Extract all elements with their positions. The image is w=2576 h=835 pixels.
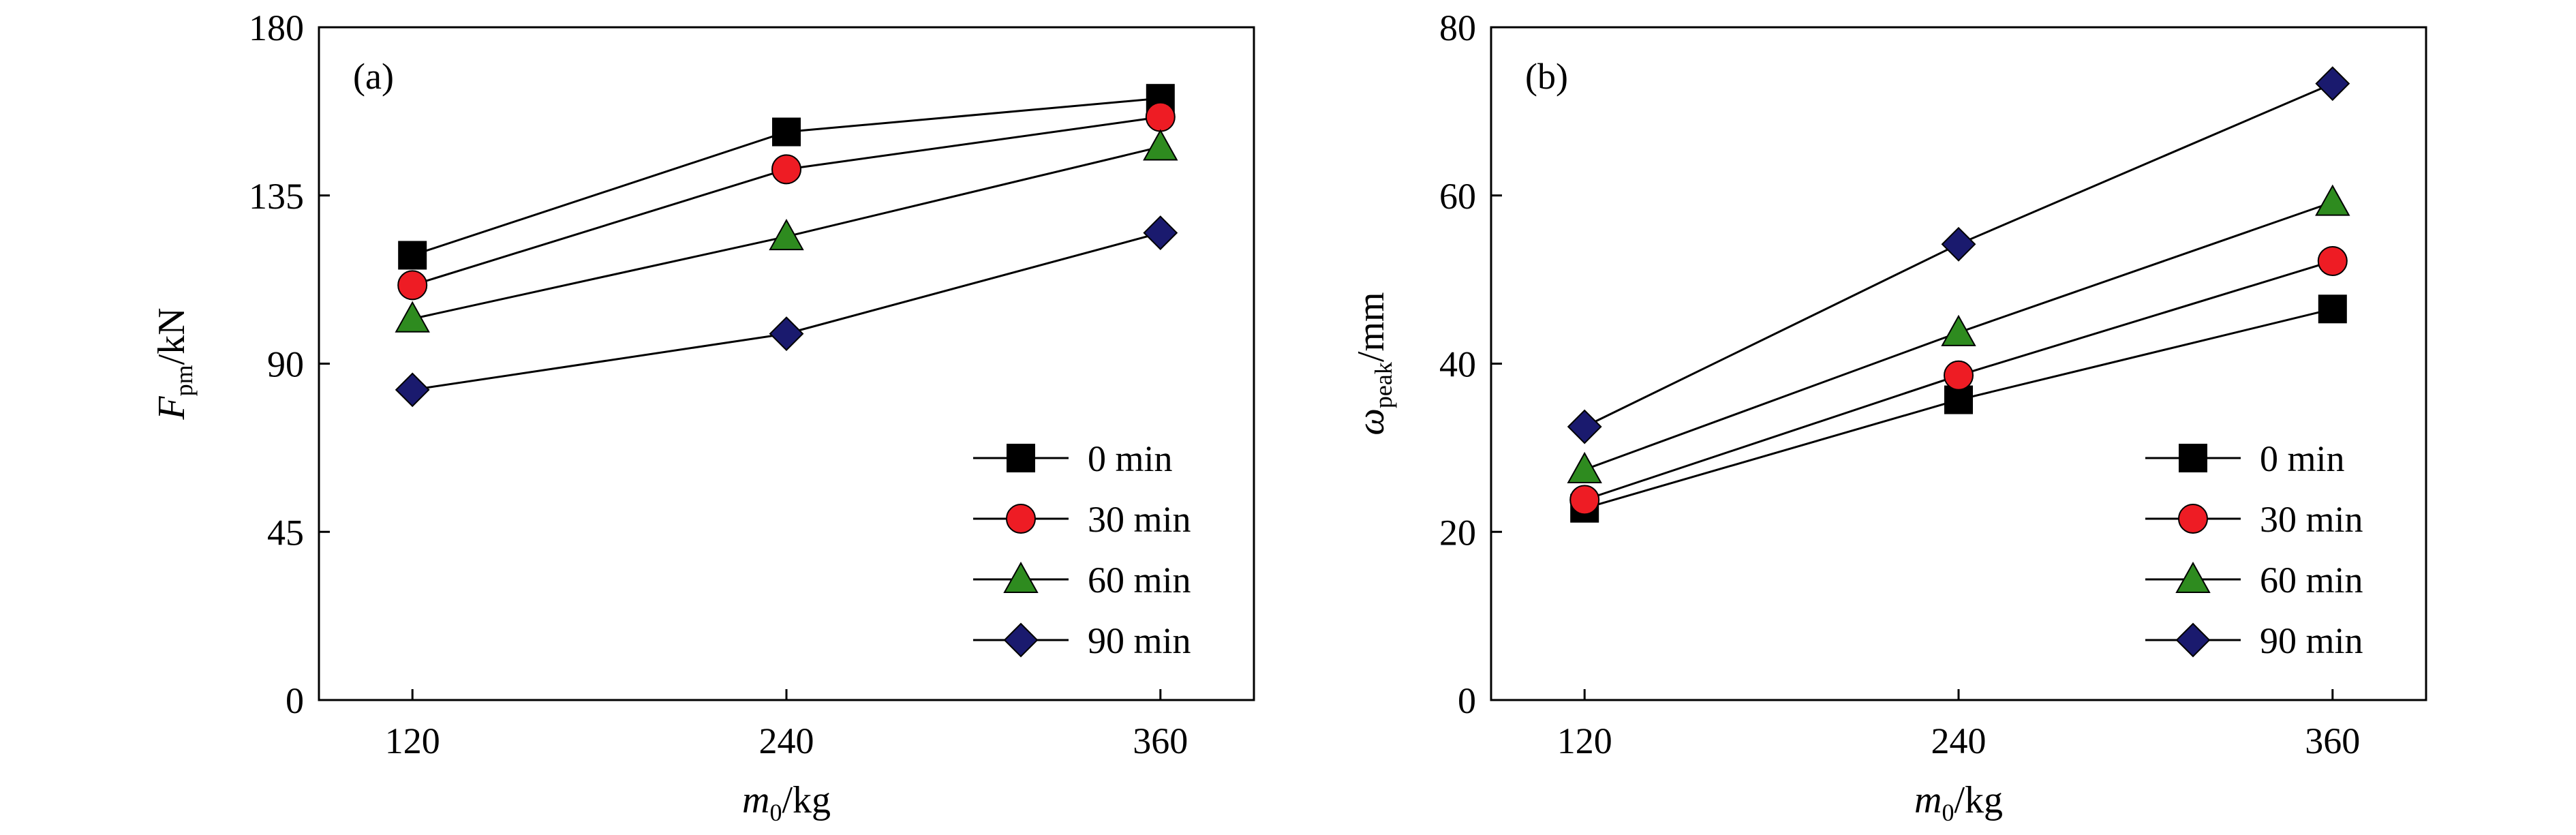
y-tick-label: 80: [1439, 7, 1476, 48]
y-tick-label: 180: [249, 7, 304, 48]
x-tick-label: 240: [1931, 720, 1987, 761]
data-point-60-min: [1941, 314, 1976, 346]
x-axis-label: m0/kg: [742, 779, 831, 826]
legend-label-60-min: 60 min: [2260, 560, 2363, 601]
legend-label-30-min: 30 min: [2260, 499, 2363, 540]
legend-marker-0-min: [2179, 444, 2207, 472]
legend-marker-30-min: [1006, 504, 1036, 534]
data-point-0-min: [772, 117, 801, 147]
y-tick-label: 90: [267, 344, 304, 385]
data-point-90-min: [769, 316, 804, 352]
legend-label-90-min: 90 min: [1088, 620, 1191, 661]
panel-label: (b): [1525, 56, 1568, 97]
data-point-60-min: [2315, 184, 2350, 216]
data-point-90-min: [1567, 409, 1602, 444]
x-tick-label: 120: [1557, 720, 1612, 761]
legend-label-0-min: 0 min: [2260, 438, 2345, 479]
panel-label: (a): [353, 56, 394, 97]
legend-marker-90-min: [1003, 622, 1039, 658]
x-axis-label: m0/kg: [1914, 779, 2003, 826]
data-point-90-min: [1941, 226, 1976, 262]
legend-label-60-min: 60 min: [1088, 560, 1191, 601]
data-point-30-min: [1569, 485, 1600, 515]
legend-marker-0-min: [1007, 444, 1035, 472]
y-axis-label: ωpeak/mm: [1350, 292, 1397, 435]
data-point-60-min: [395, 301, 430, 333]
data-point-30-min: [1145, 102, 1176, 132]
series-line-90-min: [412, 232, 1161, 391]
y-tick-label: 20: [1439, 512, 1476, 553]
y-tick-label: 45: [267, 512, 304, 553]
y-axis-label: Fpm/kN: [151, 307, 198, 420]
data-point-90-min: [395, 372, 430, 408]
x-tick-label: 120: [385, 720, 440, 761]
data-point-30-min: [397, 270, 428, 301]
legend-label-0-min: 0 min: [1088, 438, 1173, 479]
legend-marker-60-min: [1003, 561, 1039, 593]
data-point-0-min: [1944, 385, 1973, 414]
y-tick-label: 0: [286, 680, 304, 721]
legend-marker-30-min: [2178, 504, 2208, 534]
data-point-60-min: [1143, 129, 1178, 161]
legend-marker-90-min: [2175, 622, 2211, 658]
legend-marker-60-min: [2175, 561, 2211, 593]
chart-panel-a: 0 45 90 135 180 120 240 360 (a) m0/kg Fpm/kN 0 min 3…: [151, 7, 1255, 826]
data-point-0-min: [398, 241, 427, 270]
x-tick-label: 360: [2305, 720, 2360, 761]
y-tick-label: 135: [249, 176, 304, 217]
data-point-30-min: [2317, 245, 2348, 276]
data-point-0-min: [2318, 294, 2347, 324]
legend-label-90-min: 90 min: [2260, 620, 2363, 661]
data-point-60-min: [1567, 451, 1602, 483]
legend-label-30-min: 30 min: [1088, 499, 1191, 540]
data-point-30-min: [771, 154, 801, 185]
data-point-90-min: [1143, 215, 1178, 250]
x-tick-label: 360: [1133, 720, 1188, 761]
data-point-90-min: [2315, 66, 2350, 102]
data-point-30-min: [1944, 360, 1974, 391]
x-tick-label: 240: [759, 720, 814, 761]
chart-panel-b: 0 20 40 60 80 120 240 360 (b) m0/kg ωpeak/mm 0 min 3…: [1350, 7, 2427, 826]
data-point-60-min: [769, 219, 804, 251]
y-tick-label: 60: [1439, 176, 1476, 217]
y-tick-label: 0: [1458, 680, 1476, 721]
y-tick-label: 40: [1439, 344, 1476, 385]
